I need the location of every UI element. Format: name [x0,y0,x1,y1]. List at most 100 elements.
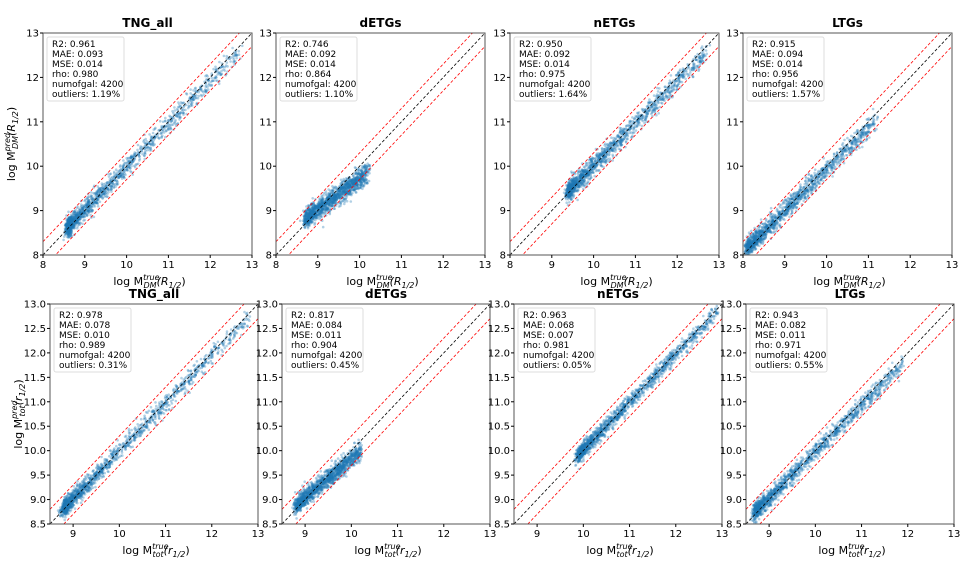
data-point [687,66,690,69]
data-point [104,185,107,188]
stats-line: R2: 0.950 [519,40,563,50]
data-point [101,197,104,200]
data-point [690,67,693,70]
stats-line: numofgal: 4200 [285,80,357,90]
data-point [570,191,573,194]
data-point [79,214,82,217]
data-point [109,172,112,175]
data-point [173,122,176,125]
data-point [119,165,122,168]
data-point [359,187,362,190]
data-point [86,214,89,217]
x-tick-label: 8 [507,260,513,271]
data-point [121,177,124,180]
data-point [665,95,668,98]
data-point [218,83,221,86]
x-tick-label: 12 [437,260,450,271]
data-point [139,148,142,151]
data-point [73,226,76,229]
data-point [197,91,200,94]
data-point [178,118,181,121]
data-point [657,102,660,105]
data-point [630,131,633,134]
data-point [635,129,638,132]
data-point [210,77,213,80]
data-point [664,91,667,94]
data-point [340,179,343,182]
data-point [129,170,132,173]
data-point [363,166,366,169]
data-point [106,181,109,184]
data-point [611,159,614,162]
data-point [67,211,70,214]
y-tick-label: 12 [259,73,272,84]
data-point [235,57,238,60]
data-point [235,54,238,57]
stats-line: MAE: 0.093 [52,50,103,60]
data-point [220,70,223,73]
data-point [831,175,834,178]
x-tick-label: 10 [587,260,600,271]
data-point [212,68,215,71]
data-point [591,171,594,174]
data-point [123,172,126,175]
data-point [633,131,636,134]
data-point [72,210,75,213]
y-tick-label: 9 [33,206,39,217]
axis-label-part-close: ) [5,107,18,111]
data-point [567,198,570,201]
data-point [604,158,607,161]
data-point [609,145,612,148]
data-point [88,200,91,203]
y-tick-label: 13 [493,29,506,40]
data-point [672,79,675,82]
data-point [164,120,167,123]
data-point [89,210,92,213]
scatter-points [299,162,371,229]
data-point [631,116,634,119]
data-point [667,87,670,90]
data-point [655,107,658,110]
data-point [93,216,96,219]
data-point [620,145,623,148]
y-tick-label: 8 [266,251,272,262]
data-point [655,95,658,98]
data-point [319,218,322,221]
data-point [358,173,361,176]
data-point [331,185,334,188]
data-point [361,172,364,175]
data-point [185,92,188,95]
data-point [588,177,591,180]
data-point [574,177,577,180]
data-point [601,147,604,150]
data-point [154,128,157,131]
data-point [317,212,320,215]
data-point [352,183,355,186]
data-point [590,165,593,168]
data-point [223,69,226,72]
data-point [195,94,198,97]
data-point [126,169,129,172]
y-tick-label: 12 [26,73,39,84]
data-point [218,61,221,64]
data-point [677,77,680,80]
data-point [164,117,167,120]
y-tick-label: 9 [266,206,272,217]
data-point [363,179,366,182]
data-point [590,158,593,161]
data-point [567,185,570,188]
data-point [695,59,698,62]
data-point [205,84,208,87]
x-tick-label: 13 [713,260,726,271]
data-point [360,169,363,172]
axis-label-part-close: ) [648,275,652,288]
y-tick-label: 11 [26,117,39,128]
data-point [132,160,135,163]
data-point [814,168,817,171]
data-point [226,61,229,64]
data-point [212,79,215,82]
data-point [366,165,369,168]
data-point [323,192,326,195]
